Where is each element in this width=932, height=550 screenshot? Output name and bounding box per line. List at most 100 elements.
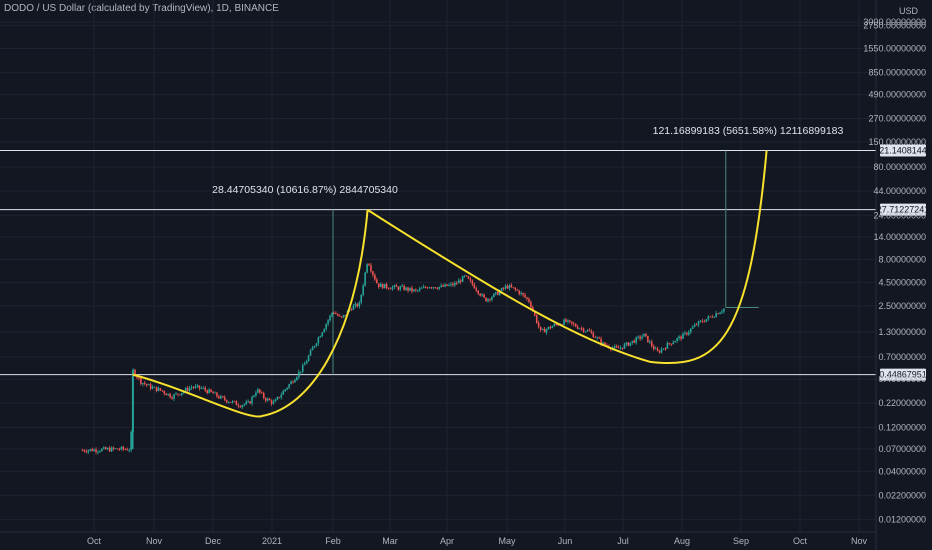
candle-body [212, 391, 214, 394]
candle-body [286, 387, 288, 390]
candle-body [457, 280, 460, 284]
candle-body [231, 401, 234, 403]
candle-body [444, 284, 446, 287]
candle-body [171, 397, 173, 399]
candle-body [418, 288, 421, 291]
candle-body [494, 291, 497, 294]
x-tick-label: Oct [87, 536, 102, 546]
candle-body [221, 396, 224, 398]
candle-body [327, 320, 329, 325]
candle-body [161, 390, 164, 392]
candle-body [177, 393, 179, 395]
y-tick-label: 850.00000000 [868, 68, 926, 78]
candle-body [206, 390, 208, 394]
x-axis[interactable]: Oct Nov Dec 2021 Feb Mar Apr May Jun Jul Aug Sep Oct… [0, 531, 876, 546]
candle-body [565, 319, 567, 322]
candle-body [477, 290, 480, 294]
candle-body [303, 363, 306, 366]
candle-body [153, 386, 156, 388]
candle-body [377, 283, 380, 288]
candle-body [633, 340, 636, 343]
candle-body [374, 275, 376, 280]
candle-body [448, 284, 450, 286]
candle-body [549, 326, 552, 329]
candle-body [465, 275, 468, 277]
candle-body [383, 283, 386, 289]
candle-body [214, 392, 216, 394]
candle-body [676, 338, 678, 342]
candle-body [512, 287, 515, 289]
y-tick-label: 1550.00000000 [863, 44, 926, 54]
candle-body [387, 287, 390, 289]
candle-body [600, 338, 602, 345]
candle-body [192, 387, 195, 388]
candle-body [635, 337, 637, 343]
candle-body [91, 449, 93, 452]
x-tick-label: Mar [382, 536, 398, 546]
candle-body [555, 324, 558, 325]
candle-body [97, 451, 99, 453]
candle-body [623, 344, 626, 349]
candle-body [381, 283, 384, 289]
candle-body [260, 392, 263, 394]
candle-body [366, 264, 368, 273]
candle-body [629, 342, 632, 346]
candle-body [450, 283, 452, 285]
y-tick-label: 44.00000000 [873, 186, 926, 196]
candle-body [307, 355, 310, 362]
candle-body [461, 276, 464, 282]
candle-body [257, 389, 259, 393]
candle-body [668, 343, 671, 344]
candle-body [216, 392, 218, 397]
candle-body [524, 294, 526, 298]
candle-body [572, 323, 575, 325]
y-tick-label: 0.07000000 [878, 444, 926, 454]
candle-body [278, 397, 281, 398]
candle-body [167, 393, 169, 396]
candle-body [647, 335, 649, 343]
candle-body [292, 381, 294, 383]
candle-body [405, 287, 407, 290]
candle-body [695, 324, 698, 326]
candle-body [288, 384, 290, 388]
candle-body [155, 386, 158, 392]
candle-body [438, 286, 441, 289]
x-tick-label: 2021 [262, 536, 282, 546]
candle-body [276, 397, 279, 400]
candle-body [699, 320, 702, 322]
candle-body [652, 346, 655, 350]
candle-body [543, 328, 546, 333]
candle-body [545, 329, 548, 333]
candle-body [662, 348, 665, 350]
candle-body [81, 450, 84, 451]
candle-body [654, 348, 657, 350]
candle-body [103, 447, 105, 449]
candle-body [707, 316, 710, 320]
x-tick-label: May [498, 536, 516, 546]
y-tick-label: 0.02200000 [878, 490, 926, 500]
candle-body [680, 336, 682, 339]
candle-body [253, 395, 255, 397]
candle-body [643, 333, 645, 337]
candle-body [108, 448, 111, 452]
candle-body [259, 389, 261, 393]
candle-body [89, 449, 91, 451]
candle-body [426, 287, 429, 289]
candle-body [401, 285, 403, 287]
candle-body [338, 315, 341, 317]
candle-body [165, 393, 168, 396]
cup-curve-left [132, 209, 369, 418]
candle-body [532, 307, 534, 312]
candle-body [325, 324, 327, 330]
y-tick-label: 8.00000000 [878, 254, 926, 264]
candle-body [479, 293, 481, 296]
candle-body [101, 448, 103, 452]
candle-body [379, 283, 382, 288]
candle-body [311, 347, 314, 351]
candle-body [358, 302, 361, 307]
candle-body [223, 397, 226, 400]
candle-body [522, 292, 524, 295]
candle-body [639, 336, 641, 339]
